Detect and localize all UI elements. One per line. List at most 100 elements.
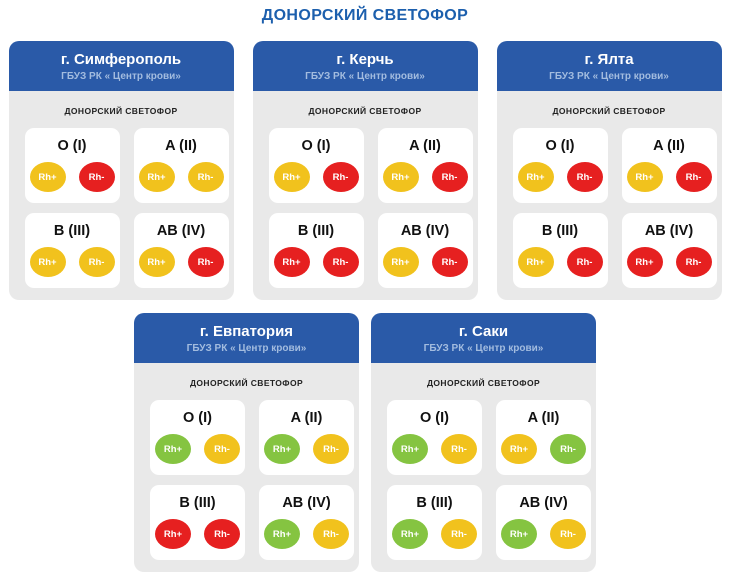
blood-group-tile: B (III) Rh+ Rh- <box>268 213 364 288</box>
rh-badges: Rh+ Rh- <box>155 434 240 464</box>
blood-group-name: AB (IV) <box>156 223 206 239</box>
rh-badges: Rh+ Rh- <box>29 247 115 277</box>
rh-plus-badge: Rh+ <box>382 162 419 192</box>
rh-plus-badge: Rh+ <box>626 162 663 192</box>
organization-name: ГБУЗ РК « Центр крови» <box>423 343 544 354</box>
rh-plus-badge: Rh+ <box>392 519 428 549</box>
blood-group-tile: A (II) Rh+ Rh- <box>133 128 229 203</box>
city-card: г. Ялта ГБУЗ РК « Центр крови» ДОНОРСКИЙ… <box>496 41 722 300</box>
blood-group-name: B (III) <box>53 223 91 239</box>
blood-group-name: AB (IV) <box>519 495 568 511</box>
rh-plus-badge: Rh+ <box>264 519 300 549</box>
organization-name: ГБУЗ РК « Центр крови» <box>305 71 425 82</box>
blood-group-tile: A (II) Rh+ Rh- <box>621 128 717 203</box>
rh-minus-badge: Rh- <box>78 247 115 277</box>
city-name: г. Симферополь <box>60 51 182 68</box>
page-title: ДОНОРСКИЙ СВЕТОФОР <box>261 7 469 24</box>
city-name: г. Евпатория <box>199 323 294 340</box>
blood-group-tile: O (I) Rh+ Rh- <box>512 128 608 203</box>
rh-minus-badge: Rh- <box>550 434 586 464</box>
rh-plus-badge: Rh+ <box>626 247 663 277</box>
blood-group-name: A (II) <box>290 410 323 426</box>
blood-group-name: O (I) <box>183 410 212 426</box>
rh-plus-badge: Rh+ <box>155 434 191 464</box>
rh-plus-badge: Rh+ <box>517 247 554 277</box>
blood-group-tile: B (III) Rh+ Rh- <box>24 213 120 288</box>
rh-minus-badge: Rh- <box>566 247 603 277</box>
rh-minus-badge: Rh- <box>675 162 712 192</box>
blood-group-name: A (II) <box>165 138 197 154</box>
blood-group-name: B (III) <box>297 223 335 239</box>
blood-group-tile: O (I) Rh+ Rh- <box>24 128 120 203</box>
rh-minus-badge: Rh- <box>313 519 349 549</box>
rh-minus-badge: Rh- <box>566 162 603 192</box>
blood-group-name: B (III) <box>541 223 579 239</box>
city-card: г. Симферополь ГБУЗ РК « Центр крови» ДО… <box>8 41 234 300</box>
rh-badges: Rh+ Rh- <box>517 162 603 192</box>
city-card: г. Евпатория ГБУЗ РК « Центр крови» ДОНО… <box>134 313 359 572</box>
rh-minus-badge: Rh- <box>204 434 240 464</box>
blood-groups-grid: O (I) Rh+ Rh- A (II) Rh+ Rh- B (III) Rh+… <box>24 128 229 288</box>
blood-group-tile: O (I) Rh+ Rh- <box>268 128 364 203</box>
rh-minus-badge: Rh- <box>187 162 224 192</box>
city-card-body: ДОНОРСКИЙ СВЕТОФОР O (I) Rh+ Rh- A (II) … <box>496 91 722 300</box>
blood-group-tile: A (II) Rh+ Rh- <box>259 400 354 475</box>
rh-badges: Rh+ Rh- <box>382 247 468 277</box>
board-label: ДОНОРСКИЙ СВЕТОФОР <box>308 106 422 116</box>
rh-badges: Rh+ Rh- <box>138 162 224 192</box>
blood-group-name: AB (IV) <box>644 223 694 239</box>
rh-badges: Rh+ Rh- <box>626 162 712 192</box>
rh-badges: Rh+ Rh- <box>155 519 240 549</box>
board-label: ДОНОРСКИЙ СВЕТОФОР <box>189 378 304 388</box>
blood-group-tile: A (II) Rh+ Rh- <box>377 128 473 203</box>
rh-minus-badge: Rh- <box>78 162 115 192</box>
rh-plus-badge: Rh+ <box>273 247 310 277</box>
rh-plus-badge: Rh+ <box>138 162 175 192</box>
blood-group-name: O (I) <box>301 138 331 154</box>
organization-name: ГБУЗ РК « Центр крови» <box>61 71 181 82</box>
rh-badges: Rh+ Rh- <box>626 247 712 277</box>
blood-group-tile: O (I) Rh+ Rh- <box>387 400 482 475</box>
rh-minus-badge: Rh- <box>675 247 712 277</box>
rh-plus-badge: Rh+ <box>138 247 175 277</box>
rh-badges: Rh+ Rh- <box>392 434 477 464</box>
rh-badges: Rh+ Rh- <box>392 519 477 549</box>
blood-group-name: A (II) <box>527 410 560 426</box>
city-card-body: ДОНОРСКИЙ СВЕТОФОР O (I) Rh+ Rh- A (II) … <box>252 91 478 300</box>
city-card-body: ДОНОРСКИЙ СВЕТОФОР O (I) Rh+ Rh- A (II) … <box>371 363 596 572</box>
cards-row-bottom: г. Евпатория ГБУЗ РК « Центр крови» ДОНО… <box>0 313 730 572</box>
rh-badges: Rh+ Rh- <box>382 162 468 192</box>
rh-badges: Rh+ Rh- <box>501 434 586 464</box>
blood-group-name: AB (IV) <box>282 495 331 511</box>
blood-groups-grid: O (I) Rh+ Rh- A (II) Rh+ Rh- B (III) Rh+… <box>150 400 354 560</box>
blood-group-tile: AB (IV) Rh+ Rh- <box>377 213 473 288</box>
rh-plus-badge: Rh+ <box>517 162 554 192</box>
organization-name: ГБУЗ РК « Центр крови» <box>549 71 669 82</box>
city-name: г. Ялта <box>584 51 634 68</box>
organization-name: ГБУЗ РК « Центр крови» <box>186 343 307 354</box>
rh-minus-badge: Rh- <box>322 162 359 192</box>
rh-plus-badge: Rh+ <box>29 247 66 277</box>
city-card-header: г. Евпатория ГБУЗ РК « Центр крови» <box>134 313 359 363</box>
blood-group-tile: B (III) Rh+ Rh- <box>387 485 482 560</box>
city-card-header: г. Симферополь ГБУЗ РК « Центр крови» <box>8 41 234 91</box>
rh-badges: Rh+ Rh- <box>264 434 349 464</box>
board-label: ДОНОРСКИЙ СВЕТОФОР <box>552 106 666 116</box>
blood-groups-grid: O (I) Rh+ Rh- A (II) Rh+ Rh- B (III) Rh+… <box>387 400 591 560</box>
rh-plus-badge: Rh+ <box>273 162 310 192</box>
blood-group-tile: B (III) Rh+ Rh- <box>150 485 245 560</box>
blood-group-name: AB (IV) <box>400 223 450 239</box>
blood-groups-grid: O (I) Rh+ Rh- A (II) Rh+ Rh- B (III) Rh+… <box>268 128 473 288</box>
blood-group-tile: O (I) Rh+ Rh- <box>150 400 245 475</box>
rh-plus-badge: Rh+ <box>155 519 191 549</box>
rh-minus-badge: Rh- <box>550 519 586 549</box>
city-card-header: г. Ялта ГБУЗ РК « Центр крови» <box>496 41 722 91</box>
rh-badges: Rh+ Rh- <box>264 519 349 549</box>
rh-minus-badge: Rh- <box>313 434 349 464</box>
rh-badges: Rh+ Rh- <box>501 519 586 549</box>
city-card-body: ДОНОРСКИЙ СВЕТОФОР O (I) Rh+ Rh- A (II) … <box>8 91 234 300</box>
rh-plus-badge: Rh+ <box>501 519 537 549</box>
rh-plus-badge: Rh+ <box>29 162 66 192</box>
rh-badges: Rh+ Rh- <box>273 247 359 277</box>
rh-plus-badge: Rh+ <box>382 247 419 277</box>
